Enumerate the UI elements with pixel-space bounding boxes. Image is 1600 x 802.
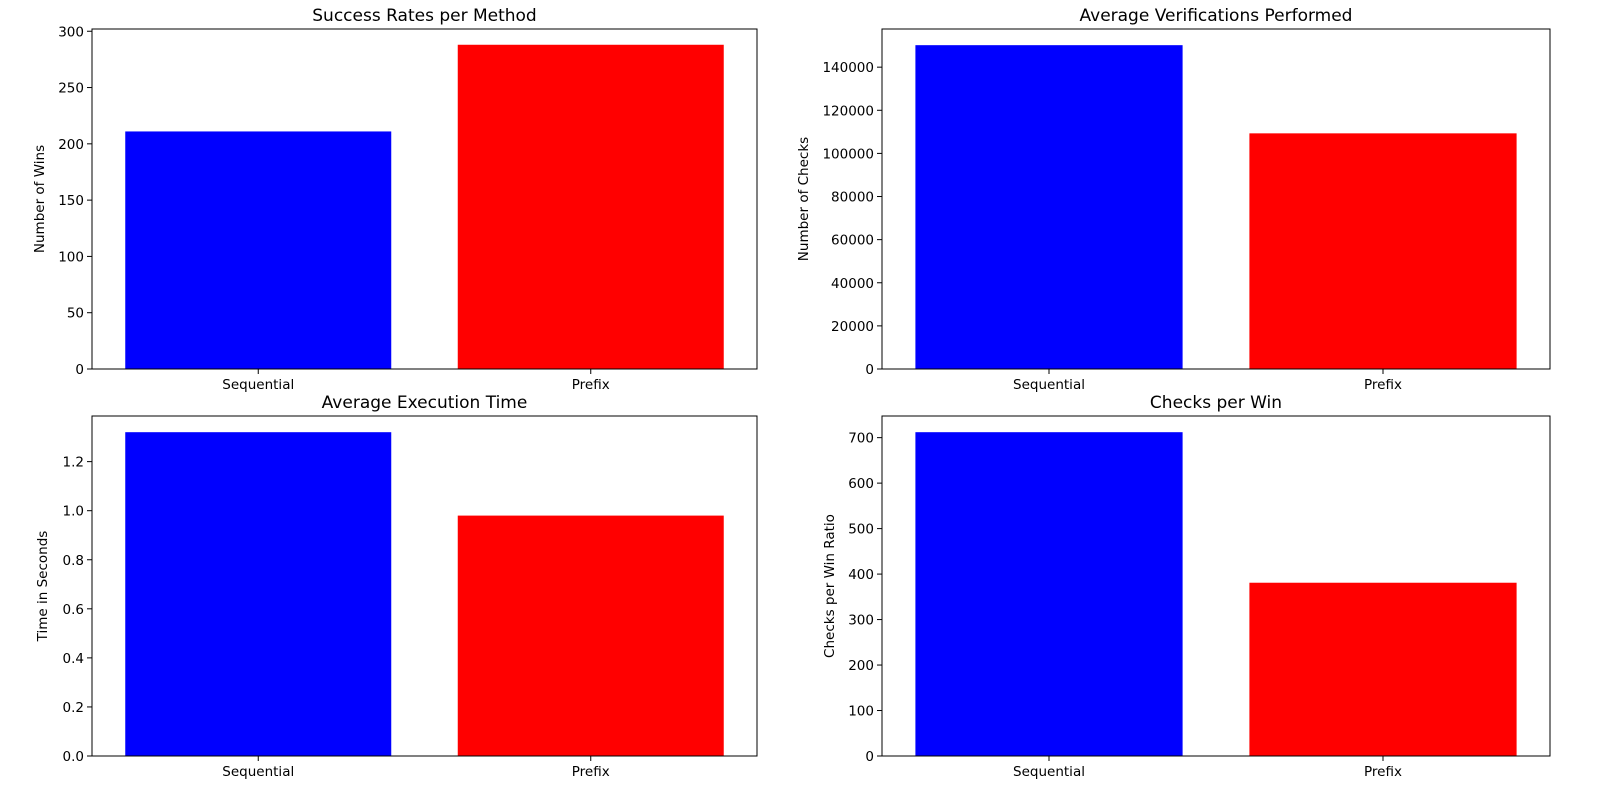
y-tick-label: 1.0 (63, 504, 84, 520)
y-tick-label: 80000 (831, 190, 874, 206)
axes-frame (881, 415, 1551, 757)
y-tick-label: 500 (848, 522, 874, 538)
y-tick-label: 0.8 (63, 553, 84, 569)
x-tick-label: Prefix (572, 764, 610, 780)
chart-title: Checks per Win (1150, 393, 1282, 413)
y-tick-label: 300 (848, 613, 874, 629)
axes-frame (91, 415, 758, 757)
y-tick-label: 50 (67, 306, 84, 322)
x-tick-label: Prefix (572, 377, 610, 393)
y-axis-label: Number of Checks (796, 137, 812, 261)
chart-panel-4: Sequential Prefix 0 100 200 300 400 500 600 700 Ch… (822, 393, 1551, 780)
chart-panel-1: Sequential Prefix 0 50 100 150 200 250 300 Succes… (32, 6, 758, 393)
chart-title: Average Verifications Performed (1080, 6, 1353, 26)
axes-frame (881, 28, 1551, 370)
x-tick-label: Sequential (222, 764, 294, 780)
y-tick-label: 300 (58, 24, 84, 40)
chart-panel-2: Sequential Prefix 0 20000 40000 60000 80000 100… (796, 6, 1551, 393)
y-tick-label: 0.6 (63, 602, 84, 618)
bar-prefix (1249, 582, 1517, 756)
y-tick-label: 120000 (822, 103, 874, 119)
y-tick-label: 0 (865, 362, 874, 378)
bar-prefix (457, 515, 724, 756)
axes-frame (91, 28, 758, 370)
y-tick-label: 0.0 (63, 749, 84, 765)
y-tick-label: 200 (58, 137, 84, 153)
y-tick-label: 100 (58, 249, 84, 265)
y-tick-label: 100 (848, 704, 874, 720)
chart-panel-3: Sequential Prefix 0.0 0.2 0.4 0.6 0.8 1.0 1.2 Ave… (35, 393, 758, 780)
x-tick-label: Sequential (222, 377, 294, 393)
y-tick-label: 700 (848, 431, 874, 447)
y-tick-label: 0.2 (63, 700, 84, 716)
bar-prefix (457, 44, 724, 369)
y-tick-label: 40000 (831, 276, 874, 292)
y-tick-label: 250 (58, 81, 84, 97)
y-axis-label: Time in Seconds (35, 531, 51, 643)
bar-sequential (125, 432, 392, 756)
bar-sequential (125, 131, 392, 369)
y-tick-label: 150 (58, 193, 84, 209)
x-tick-label: Prefix (1364, 377, 1402, 393)
x-tick-label: Sequential (1013, 764, 1085, 780)
bar-sequential (915, 45, 1183, 370)
y-tick-label: 140000 (822, 60, 874, 76)
y-tick-label: 20000 (831, 319, 874, 335)
y-axis-label: Checks per Win Ratio (822, 514, 838, 658)
y-tick-label: 1.2 (63, 455, 84, 471)
chart-title: Success Rates per Method (312, 6, 536, 26)
y-tick-label: 100000 (822, 146, 874, 162)
y-tick-label: 0.4 (63, 651, 84, 667)
x-tick-label: Sequential (1013, 377, 1085, 393)
bar-sequential (915, 432, 1183, 756)
x-tick-label: Prefix (1364, 764, 1402, 780)
y-tick-label: 400 (848, 567, 874, 583)
chart-title: Average Execution Time (322, 393, 528, 413)
y-tick-label: 0 (865, 749, 874, 765)
bar-prefix (1249, 133, 1517, 369)
y-tick-label: 200 (848, 658, 874, 674)
y-axis-label: Number of Wins (32, 145, 48, 253)
y-tick-label: 60000 (831, 233, 874, 249)
y-tick-label: 0 (75, 362, 84, 378)
y-tick-label: 600 (848, 476, 874, 492)
